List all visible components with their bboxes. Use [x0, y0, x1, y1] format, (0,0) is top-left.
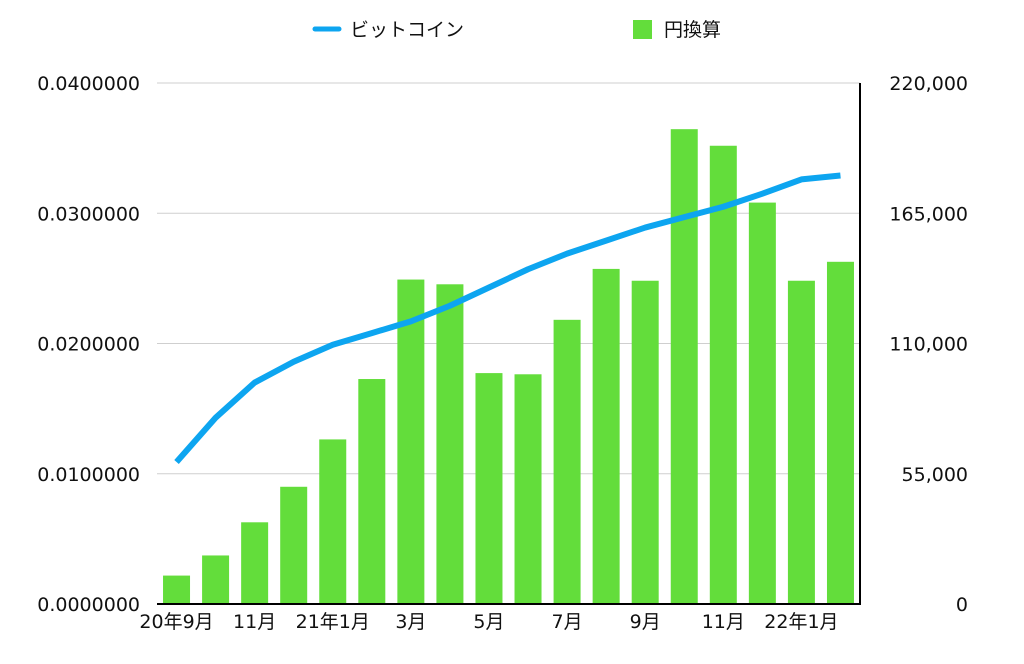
x-tick-label: 20年9月 — [139, 611, 213, 633]
right-axis-tick-labels: 0 55,000 110,000 165,000 220,000 — [889, 73, 968, 616]
right-tick-label: 55,000 — [902, 464, 968, 486]
legend-bar-swatch — [633, 20, 652, 39]
left-axis-tick-labels: 0.0000000 0.0100000 0.0200000 0.0300000 0.04… — [37, 73, 140, 616]
left-tick-label: 0.0300000 — [37, 203, 140, 225]
bar — [826, 261, 854, 604]
right-tick-label: 165,000 — [889, 203, 968, 225]
x-tick-label: 5月 — [473, 611, 504, 633]
bar — [514, 374, 542, 604]
right-tick-label: 220,000 — [889, 73, 968, 95]
gridlines — [157, 82, 860, 475]
legend: ビットコイン 円換算 — [312, 19, 721, 41]
bar — [241, 522, 269, 604]
bar — [748, 202, 776, 604]
bar-series-yen — [163, 129, 854, 604]
right-tick-label: 110,000 — [889, 334, 968, 356]
left-tick-label: 0.0000000 — [37, 594, 140, 616]
bar — [709, 145, 737, 604]
bar — [397, 279, 425, 604]
left-tick-label: 0.0200000 — [37, 334, 140, 356]
x-tick-label: 7月 — [552, 611, 583, 633]
right-tick-label: 0 — [956, 594, 968, 616]
legend-label-bitcoin: ビットコイン — [350, 19, 464, 41]
x-tick-label: 9月 — [630, 611, 661, 633]
line-series-bitcoin — [174, 172, 841, 465]
x-axis-tick-labels: 20年9月 11月 21年1月 3月 5月 7月 9月 11月 22年1月 — [139, 611, 838, 633]
bar — [436, 284, 464, 604]
bar — [670, 129, 698, 604]
x-tick-label: 11月 — [233, 611, 276, 633]
bar — [358, 379, 386, 604]
x-tick-label: 3月 — [395, 611, 426, 633]
bar — [475, 373, 503, 604]
x-tick-label: 11月 — [702, 611, 745, 633]
bitcoin-line — [174, 172, 841, 465]
x-tick-label: 21年1月 — [296, 611, 370, 633]
bar — [553, 319, 581, 604]
axes — [157, 83, 861, 605]
bar — [631, 280, 659, 604]
bar — [592, 268, 620, 604]
left-tick-label: 0.0100000 — [37, 464, 140, 486]
bar — [163, 575, 191, 604]
bar — [319, 439, 347, 604]
bar — [787, 280, 815, 604]
left-tick-label: 0.0400000 — [37, 73, 140, 95]
bar — [202, 555, 230, 604]
bar — [280, 486, 308, 604]
x-tick-label: 22年1月 — [764, 611, 838, 633]
legend-label-yen: 円換算 — [664, 19, 721, 41]
